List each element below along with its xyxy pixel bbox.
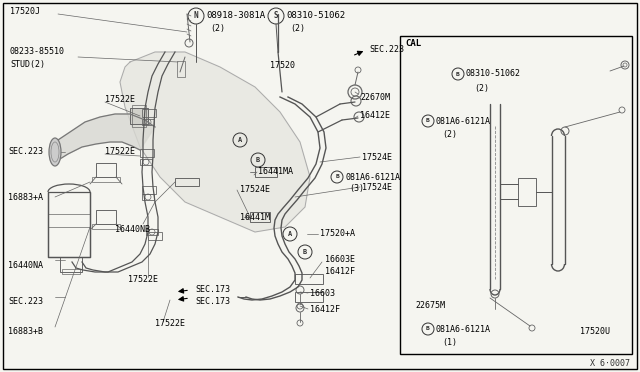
Text: 16603: 16603: [310, 289, 335, 298]
Text: 16412F: 16412F: [310, 305, 340, 314]
Ellipse shape: [49, 138, 61, 166]
Text: B: B: [256, 157, 260, 163]
Text: A: A: [238, 137, 242, 143]
Text: (1): (1): [442, 339, 457, 347]
Text: SEC.173: SEC.173: [195, 298, 230, 307]
Text: STUD(2): STUD(2): [10, 60, 45, 68]
Text: 17520J: 17520J: [10, 7, 40, 16]
Text: 17522E: 17522E: [128, 276, 158, 285]
Bar: [175, 178, 199, 186]
Text: 17522E: 17522E: [105, 148, 135, 157]
Text: (2): (2): [474, 83, 489, 93]
Bar: [146, 229, 158, 235]
Text: 17524E: 17524E: [362, 183, 392, 192]
Bar: [62, 269, 80, 274]
Text: 17520: 17520: [270, 61, 295, 70]
Text: S: S: [274, 12, 278, 20]
Text: B: B: [456, 71, 460, 77]
Text: 16440NA: 16440NA: [8, 260, 43, 269]
Text: 22675M: 22675M: [415, 301, 445, 311]
Bar: [60, 257, 82, 272]
Text: 22670M: 22670M: [360, 93, 390, 102]
Bar: [142, 109, 156, 117]
Bar: [177, 61, 185, 77]
Text: (3): (3): [349, 185, 364, 193]
Text: 17520+A: 17520+A: [320, 230, 355, 238]
Text: (2): (2): [442, 131, 457, 140]
Bar: [48, 192, 90, 257]
Text: X 6·0007: X 6·0007: [590, 359, 630, 369]
Text: 16412F: 16412F: [325, 267, 355, 276]
Text: 16883+A: 16883+A: [8, 192, 43, 202]
Text: 17524E: 17524E: [240, 185, 270, 193]
Bar: [96, 163, 116, 177]
Bar: [140, 149, 154, 157]
Text: A: A: [288, 231, 292, 237]
Bar: [92, 177, 120, 182]
Text: 08918-3081A: 08918-3081A: [206, 12, 265, 20]
Text: 16603E: 16603E: [325, 256, 355, 264]
Bar: [92, 224, 120, 229]
Text: 17524E: 17524E: [362, 153, 392, 161]
Bar: [140, 159, 152, 165]
Text: 17520U: 17520U: [580, 327, 610, 337]
Text: 081A6-6121A: 081A6-6121A: [436, 116, 491, 125]
Text: B: B: [303, 249, 307, 255]
Text: SEC.223: SEC.223: [8, 298, 43, 307]
Text: B: B: [335, 174, 339, 180]
Text: 16883+B: 16883+B: [8, 327, 43, 337]
Bar: [132, 105, 146, 127]
Text: 17522E: 17522E: [105, 96, 135, 105]
Bar: [148, 232, 162, 240]
Bar: [130, 108, 148, 124]
Text: CAL: CAL: [405, 39, 421, 48]
Text: B: B: [426, 119, 430, 124]
Text: SEC.223: SEC.223: [8, 148, 43, 157]
Text: 081A6-6121A: 081A6-6121A: [345, 173, 400, 182]
Text: 17522E: 17522E: [155, 320, 185, 328]
Text: 08233-85510: 08233-85510: [10, 48, 65, 57]
Text: 08310-51062: 08310-51062: [466, 70, 521, 78]
Bar: [295, 292, 323, 302]
Bar: [96, 210, 116, 224]
Text: (2): (2): [290, 25, 305, 33]
Text: 16441M: 16441M: [240, 212, 270, 221]
Bar: [142, 119, 154, 125]
Bar: [255, 167, 277, 177]
Text: (2): (2): [210, 25, 225, 33]
Bar: [400, 36, 632, 354]
Text: 081A6-6121A: 081A6-6121A: [436, 324, 491, 334]
Text: 16441MA: 16441MA: [258, 167, 293, 176]
Bar: [142, 186, 156, 194]
Text: SEC.223: SEC.223: [369, 45, 404, 55]
Text: SEC.173: SEC.173: [195, 285, 230, 295]
Bar: [250, 212, 270, 222]
Polygon shape: [120, 52, 310, 232]
Bar: [295, 274, 323, 284]
Text: 08310-51062: 08310-51062: [286, 12, 345, 20]
Text: 16412E: 16412E: [360, 112, 390, 121]
Bar: [518, 178, 536, 206]
Text: N: N: [194, 12, 198, 20]
Text: B: B: [426, 327, 430, 331]
Polygon shape: [55, 114, 155, 162]
Bar: [142, 194, 154, 200]
Text: 16440NB: 16440NB: [115, 225, 150, 234]
